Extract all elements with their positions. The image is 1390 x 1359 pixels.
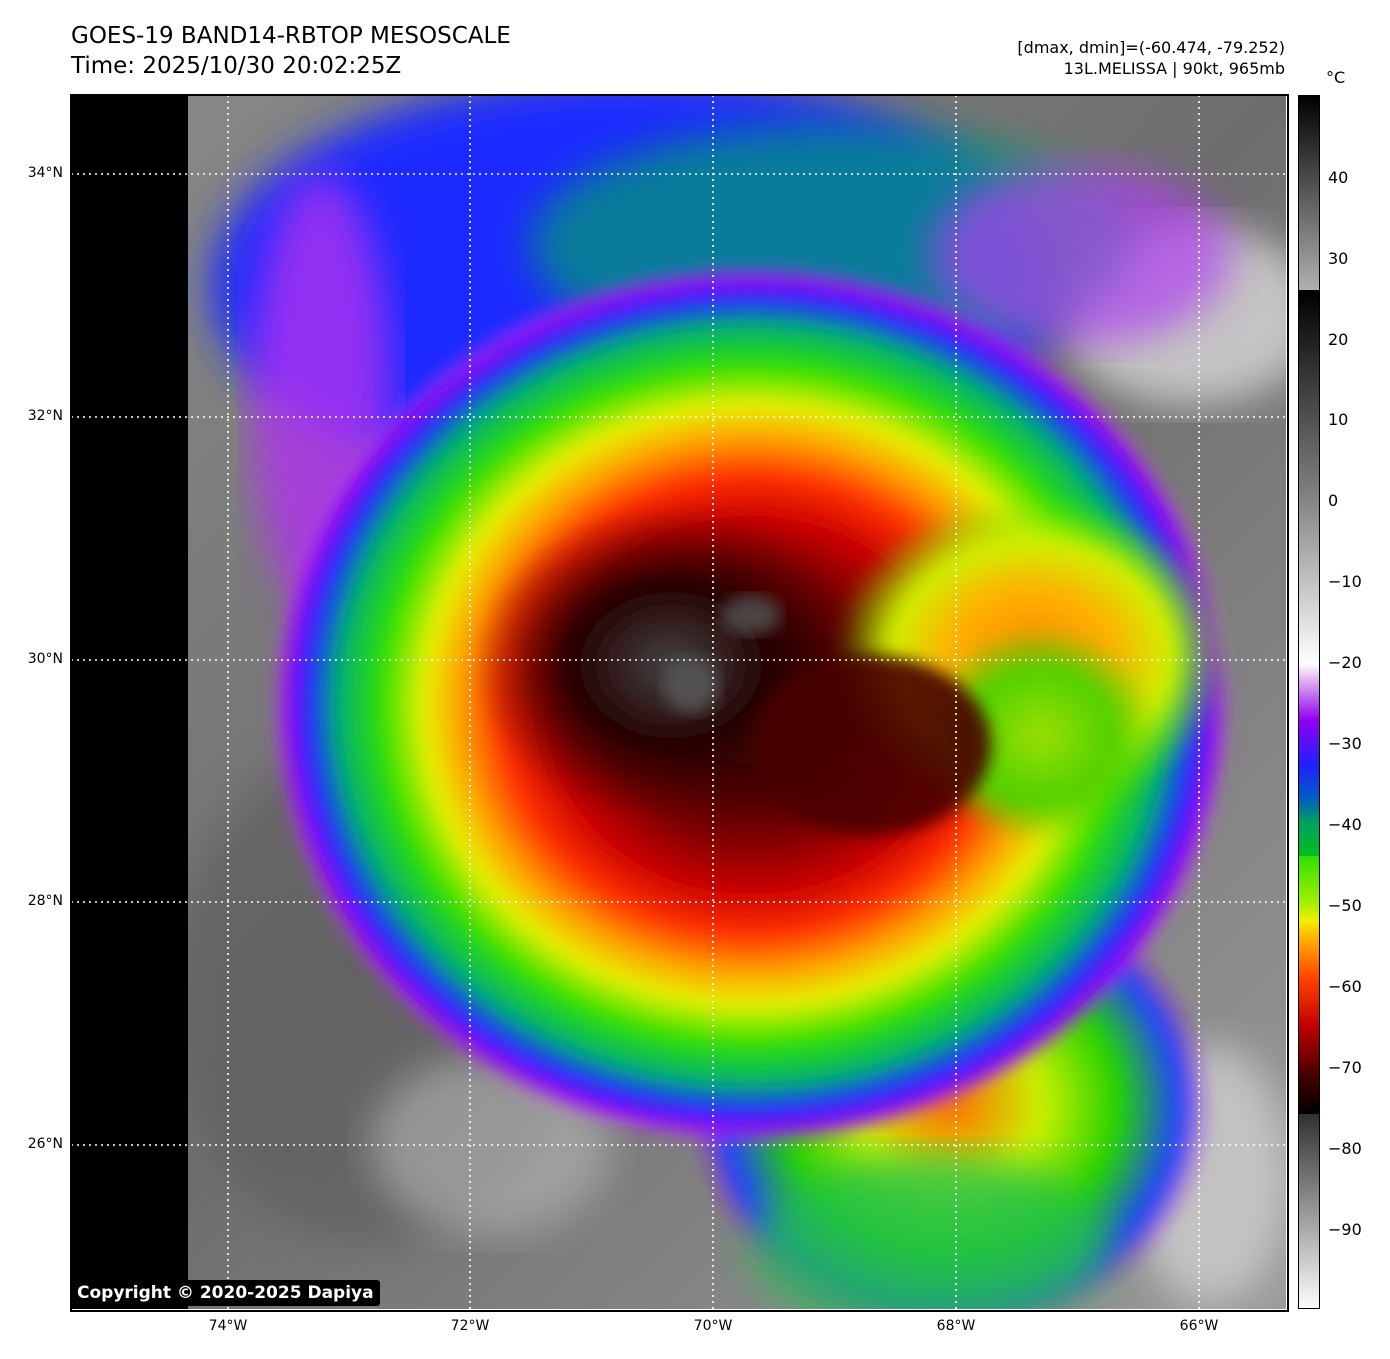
colorbar [1298,95,1320,1309]
lat-label-30: 30°N [27,651,63,667]
satellite-map [71,95,1286,1309]
colorbar-tick-minus40: −40 [1328,815,1362,834]
colorbar-tick-minus70: −70 [1328,1058,1362,1077]
colorbar-tick-30: 30 [1328,249,1349,268]
colorbar-tick-minus50: −50 [1328,896,1362,915]
lon-label-70: 70°W [693,1318,733,1334]
colorbar-tick-10: 10 [1328,410,1349,429]
map-time: Time: 2025/10/30 20:02:25Z [71,53,402,79]
storm-info: 13L.MELISSA | 90kt, 965mb [1063,59,1285,78]
colorbar-tick-20: 20 [1328,330,1349,349]
colorbar-tick-40: 40 [1328,168,1349,187]
colorbar-tick-minus20: −20 [1328,653,1362,672]
lon-label-74: 74°W [208,1318,248,1334]
lat-label-26: 26°N [27,1136,63,1152]
colorbar-tick-minus10: −10 [1328,572,1362,591]
map-title: GOES-19 BAND14-RBTOP MESOSCALE [71,23,511,49]
temperature-range: [dmax, dmin]=(-60.474, -79.252) [1017,38,1285,57]
lon-label-72: 72°W [450,1318,490,1334]
colorbar-tick-minus30: −30 [1328,734,1362,753]
colorbar-tick-minus80: −80 [1328,1139,1362,1158]
copyright-badge: Copyright © 2020-2025 Dapiya [71,1280,380,1306]
lat-label-28: 28°N [27,893,63,909]
lon-label-66: 66°W [1179,1318,1219,1334]
colorbar-tick-0: 0 [1328,491,1339,510]
colorbar-tick-minus90: −90 [1328,1220,1362,1239]
colorbar-gradient [1299,96,1319,1308]
lon-label-68: 68°W [936,1318,976,1334]
graticule [71,95,1286,1309]
colorbar-unit: °C [1326,68,1346,87]
lat-label-32: 32°N [27,408,63,424]
colorbar-tick-minus60: −60 [1328,977,1362,996]
lat-label-34: 34°N [27,165,63,181]
satellite-imagery [71,95,1286,1309]
